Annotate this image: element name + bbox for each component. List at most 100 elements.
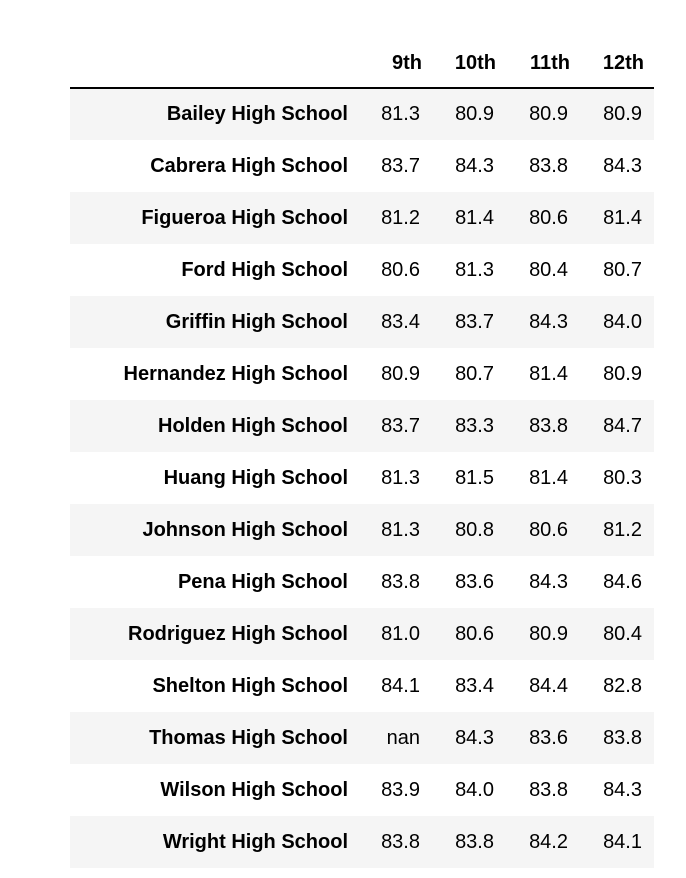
cell-12th: 81.4 (603, 206, 642, 229)
cell-12th: 84.0 (603, 310, 642, 333)
cell-11th: 81.4 (529, 466, 568, 489)
cell-9th: 81.3 (381, 103, 420, 125)
cell-10th: 84.3 (455, 154, 494, 177)
cell-12th: 82.8 (603, 674, 642, 697)
cell-9th: 81.3 (381, 466, 420, 489)
cell-10th: 80.9 (455, 103, 494, 125)
table-row: Ford High School 80.6 81.3 80.4 80.7 (70, 244, 654, 296)
cell-9th: 84.1 (381, 674, 420, 697)
cell-12th: 80.4 (603, 622, 642, 645)
cell-12th: 83.8 (603, 726, 642, 749)
cell-9th: 80.9 (381, 362, 420, 385)
cell-12th: 84.6 (603, 570, 642, 593)
dataframe-container: 9th 10th 11th 12th Bailey High School 81.… (70, 40, 654, 868)
cell-10th: 84.0 (455, 778, 494, 801)
cell-11th: 84.3 (529, 310, 568, 333)
cell-11th: 83.8 (529, 154, 568, 177)
row-label-school: Wright High School (162, 830, 348, 853)
row-label-school: Shelton High School (152, 674, 348, 697)
table-row: Huang High School 81.3 81.5 81.4 80.3 (70, 452, 654, 504)
table-row: Rodriguez High School 81.0 80.6 80.9 80.4 (70, 608, 654, 660)
cell-10th: 83.8 (455, 830, 494, 853)
row-label-school: Wilson High School (160, 778, 348, 801)
row-label-school: Thomas High School (149, 726, 348, 749)
row-label-school: Pena High School (177, 570, 348, 593)
table-body: Bailey High School 81.3 80.9 80.9 80.9 Cabrer… (70, 88, 654, 868)
cell-11th: 84.4 (529, 674, 568, 697)
cell-9th: 83.7 (381, 414, 420, 437)
cell-9th: 83.7 (381, 154, 420, 177)
table-row: Thomas High School nan 84.3 83.6 83.8 (70, 712, 654, 764)
row-label-school: Huang High School (163, 466, 348, 489)
table-row: Bailey High School 81.3 80.9 80.9 80.9 (70, 88, 654, 140)
cell-11th: 80.9 (529, 622, 568, 645)
cell-9th: 81.0 (381, 622, 420, 645)
cell-12th: 84.3 (603, 778, 642, 801)
table-header: 9th 10th 11th 12th (70, 40, 654, 89)
table-row: Griffin High School 83.4 83.7 84.3 84.0 (70, 296, 654, 348)
cell-10th: 80.6 (455, 622, 494, 645)
table-row: Wilson High School 83.9 84.0 83.8 84.3 (70, 764, 654, 816)
cell-10th: 81.3 (455, 258, 494, 281)
column-header-11th: 11th (506, 40, 580, 89)
row-label-school: Hernandez High School (123, 362, 348, 385)
cell-9th: 81.3 (381, 518, 420, 541)
scores-by-grade-table: 9th 10th 11th 12th Bailey High School 81.… (70, 40, 654, 868)
cell-12th: 80.7 (603, 258, 642, 281)
cell-10th: 83.6 (455, 570, 494, 593)
cell-12th: 80.3 (603, 466, 642, 489)
table-row: Holden High School 83.7 83.3 83.8 84.7 (70, 400, 654, 452)
row-label-school: Bailey High School (166, 103, 348, 125)
cell-10th: 81.4 (455, 206, 494, 229)
table-row: Wright High School 83.8 83.8 84.2 84.1 (70, 816, 654, 868)
cell-11th: 83.8 (529, 414, 568, 437)
cell-9th: nan (386, 726, 420, 749)
cell-12th: 80.9 (603, 103, 642, 125)
index-header (70, 40, 358, 89)
cell-10th: 80.8 (455, 518, 494, 541)
cell-11th: 83.6 (529, 726, 568, 749)
table-row: Figueroa High School 81.2 81.4 80.6 81.4 (70, 192, 654, 244)
cell-10th: 83.4 (455, 674, 494, 697)
cell-11th: 84.3 (529, 570, 568, 593)
cell-9th: 83.8 (381, 570, 420, 593)
cell-11th: 80.9 (529, 103, 568, 125)
table-row: Shelton High School 84.1 83.4 84.4 82.8 (70, 660, 654, 712)
cell-11th: 80.6 (529, 518, 568, 541)
cell-11th: 83.8 (529, 778, 568, 801)
table-row: Hernandez High School 80.9 80.7 81.4 80.9 (70, 348, 654, 400)
cell-9th: 80.6 (381, 258, 420, 281)
row-label-school: Figueroa High School (141, 206, 348, 229)
column-header-10th: 10th (432, 40, 506, 89)
header-row: 9th 10th 11th 12th (70, 40, 654, 89)
cell-11th: 81.4 (529, 362, 568, 385)
row-label-school: Cabrera High School (150, 154, 348, 177)
column-header-9th: 9th (358, 40, 432, 89)
cell-10th: 84.3 (455, 726, 494, 749)
cell-9th: 81.2 (381, 206, 420, 229)
cell-9th: 83.9 (381, 778, 420, 801)
cell-10th: 83.3 (455, 414, 494, 437)
cell-9th: 83.4 (381, 310, 420, 333)
cell-12th: 80.9 (603, 362, 642, 385)
cell-12th: 84.3 (603, 154, 642, 177)
row-label-school: Rodriguez High School (128, 622, 348, 645)
cell-12th: 84.1 (603, 830, 642, 853)
table-row: Cabrera High School 83.7 84.3 83.8 84.3 (70, 140, 654, 192)
cell-10th: 83.7 (455, 310, 494, 333)
row-label-school: Griffin High School (165, 310, 348, 333)
cell-10th: 81.5 (455, 466, 494, 489)
column-header-12th: 12th (580, 40, 654, 89)
table-row: Pena High School 83.8 83.6 84.3 84.6 (70, 556, 654, 608)
cell-11th: 80.4 (529, 258, 568, 281)
cell-11th: 84.2 (529, 830, 568, 853)
row-label-school: Ford High School (181, 258, 348, 281)
cell-12th: 81.2 (603, 518, 642, 541)
table-row: Johnson High School 81.3 80.8 80.6 81.2 (70, 504, 654, 556)
cell-9th: 83.8 (381, 830, 420, 853)
row-label-school: Johnson High School (142, 518, 348, 541)
cell-10th: 80.7 (455, 362, 494, 385)
cell-12th: 84.7 (603, 414, 642, 437)
cell-11th: 80.6 (529, 206, 568, 229)
row-label-school: Holden High School (158, 414, 348, 437)
